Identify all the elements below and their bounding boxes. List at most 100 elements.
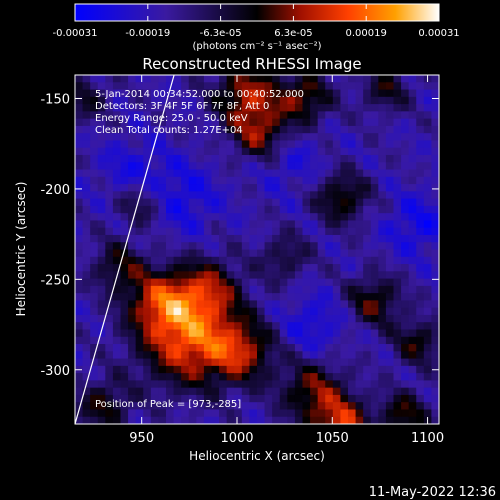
heatmap-cell xyxy=(150,125,160,134)
heatmap-cell xyxy=(408,271,417,280)
heatmap-cell xyxy=(181,176,190,185)
heatmap-cell xyxy=(203,307,213,316)
heatmap-cell xyxy=(302,82,311,91)
heatmap-cell xyxy=(401,89,410,98)
heatmap-cell xyxy=(188,198,197,207)
heatmap-cell xyxy=(97,147,106,156)
heatmap-cell xyxy=(181,184,190,192)
heatmap-cell xyxy=(234,147,243,156)
heatmap-cell xyxy=(431,402,439,411)
heatmap-cell xyxy=(226,227,235,236)
heatmap-cell xyxy=(355,409,364,418)
heatmap-cell xyxy=(317,387,326,396)
heatmap-cell xyxy=(128,285,137,294)
heatmap-cell xyxy=(408,133,417,142)
heatmap-cell xyxy=(355,234,364,243)
heatmap-cell xyxy=(264,394,273,403)
heatmap-cell xyxy=(150,242,160,251)
heatmap-cell xyxy=(257,394,266,403)
heatmap-cell xyxy=(150,329,160,338)
heatmap-cell xyxy=(181,416,190,424)
heatmap-cell xyxy=(105,140,114,149)
heatmap-cell xyxy=(310,176,319,185)
heatmap-cell xyxy=(408,227,417,236)
heatmap-cell xyxy=(249,220,258,229)
y-tick-label: -150 xyxy=(40,93,70,108)
heatmap-cell xyxy=(310,82,319,91)
heatmap-cell xyxy=(302,264,311,272)
heatmap-cell xyxy=(416,154,425,163)
heatmap-cell xyxy=(82,256,91,265)
heatmap-cell xyxy=(158,176,167,185)
heatmap-cell xyxy=(302,169,311,178)
heatmap-cell xyxy=(219,96,228,105)
heatmap-cell xyxy=(264,154,273,163)
heatmap-cell xyxy=(317,322,326,331)
heatmap-cell xyxy=(173,162,182,171)
heatmap-cell xyxy=(340,220,349,229)
heatmap-cell xyxy=(219,394,228,403)
heatmap-cell xyxy=(325,256,334,265)
heatmap-cell xyxy=(203,416,213,424)
heatmap-cell xyxy=(158,264,167,272)
heatmap-cell xyxy=(241,82,251,91)
heatmap-cell xyxy=(219,365,228,374)
heatmap-cell xyxy=(158,227,167,236)
heatmap-cell xyxy=(378,176,387,185)
heatmap-cell xyxy=(203,104,213,112)
heatmap-cell xyxy=(423,336,433,345)
heatmap-cell xyxy=(294,344,304,352)
heatmap-cell xyxy=(158,271,167,280)
heatmap-cell xyxy=(241,198,251,207)
heatmap-cell xyxy=(294,162,304,171)
heatmap-cell xyxy=(219,249,228,258)
heatmap-cell xyxy=(370,344,379,352)
heatmap-cell xyxy=(363,133,372,142)
heatmap-cell xyxy=(211,336,220,345)
heatmap-cell xyxy=(310,394,319,403)
heatmap-cell xyxy=(279,118,288,127)
heatmap-cell xyxy=(332,329,342,338)
heatmap-cell xyxy=(272,249,281,258)
heatmap-cell xyxy=(302,147,311,156)
heatmap-cell xyxy=(317,336,326,345)
heatmap-cell xyxy=(378,278,387,287)
heatmap-cell xyxy=(279,365,288,374)
heatmap-cell xyxy=(188,96,197,105)
heatmap-cell xyxy=(166,147,175,156)
heatmap-cell xyxy=(363,322,372,331)
heatmap-cell xyxy=(90,96,99,105)
heatmap-cell xyxy=(294,111,304,120)
heatmap-cell xyxy=(112,394,122,403)
heatmap-cell xyxy=(112,402,122,411)
heatmap-cell xyxy=(302,111,311,120)
heatmap-cell xyxy=(264,416,273,424)
heatmap-cell xyxy=(150,293,160,301)
heatmap-cell xyxy=(188,351,197,360)
heatmap-cell xyxy=(416,111,425,120)
heatmap-cell xyxy=(287,184,296,192)
heatmap-cell xyxy=(332,344,342,352)
heatmap-cell xyxy=(226,314,235,323)
heatmap-cell xyxy=(272,351,281,360)
heatmap-cell xyxy=(340,205,349,214)
heatmap-cell xyxy=(181,256,190,265)
heatmap-cell xyxy=(166,184,175,192)
heatmap-cell xyxy=(226,307,235,316)
heatmap-cell xyxy=(166,329,175,338)
heatmap-cell xyxy=(325,329,334,338)
heatmap-cell xyxy=(82,387,91,396)
heatmap-cell xyxy=(105,307,114,316)
heatmap-cell xyxy=(431,271,439,280)
heatmap-cell xyxy=(211,75,220,83)
heatmap-cell xyxy=(241,242,251,251)
heatmap-cell xyxy=(257,329,266,338)
heatmap-cell xyxy=(340,227,349,236)
heatmap-cell xyxy=(257,336,266,345)
heatmap-cell xyxy=(363,300,372,309)
heatmap-cell xyxy=(234,322,243,331)
heatmap-cell xyxy=(219,234,228,243)
heatmap-cell xyxy=(393,154,402,163)
heatmap-cell xyxy=(378,293,387,301)
heatmap-cell xyxy=(158,118,167,127)
